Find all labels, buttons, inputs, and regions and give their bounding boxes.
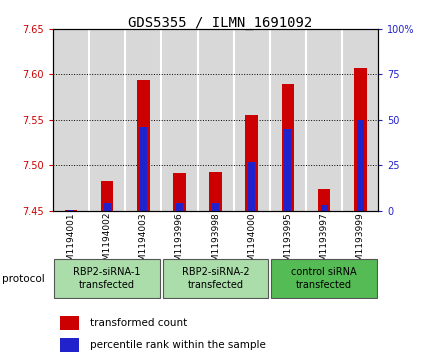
- Bar: [137, 80, 150, 211]
- Bar: [285, 129, 291, 211]
- Bar: [209, 171, 222, 211]
- Text: RBP2-siRNA-1
transfected: RBP2-siRNA-1 transfected: [73, 268, 141, 290]
- Bar: [357, 120, 364, 211]
- Bar: [321, 205, 328, 211]
- Bar: [270, 29, 306, 211]
- Text: percentile rank within the sample: percentile rank within the sample: [90, 340, 266, 350]
- Bar: [342, 29, 378, 211]
- FancyBboxPatch shape: [163, 259, 268, 298]
- Bar: [89, 29, 125, 211]
- Bar: [282, 84, 294, 211]
- Text: transformed count: transformed count: [90, 318, 187, 328]
- Bar: [176, 203, 183, 211]
- Bar: [125, 29, 161, 211]
- Bar: [161, 29, 198, 211]
- Bar: [67, 209, 74, 211]
- Bar: [173, 173, 186, 211]
- Bar: [354, 68, 367, 211]
- Bar: [101, 180, 114, 211]
- Bar: [318, 189, 330, 211]
- Bar: [65, 209, 77, 211]
- Text: protocol: protocol: [2, 274, 45, 284]
- Bar: [60, 338, 79, 352]
- Bar: [246, 115, 258, 211]
- Text: GDS5355 / ILMN_1691092: GDS5355 / ILMN_1691092: [128, 16, 312, 30]
- Bar: [248, 162, 255, 211]
- Text: RBP2-siRNA-2
transfected: RBP2-siRNA-2 transfected: [182, 268, 249, 290]
- FancyBboxPatch shape: [271, 259, 377, 298]
- Bar: [103, 203, 110, 211]
- Bar: [53, 29, 89, 211]
- Bar: [60, 316, 79, 330]
- Text: control siRNA
transfected: control siRNA transfected: [291, 268, 357, 290]
- Bar: [234, 29, 270, 211]
- Bar: [306, 29, 342, 211]
- Bar: [212, 203, 219, 211]
- Bar: [140, 127, 147, 211]
- FancyBboxPatch shape: [54, 259, 160, 298]
- Bar: [198, 29, 234, 211]
